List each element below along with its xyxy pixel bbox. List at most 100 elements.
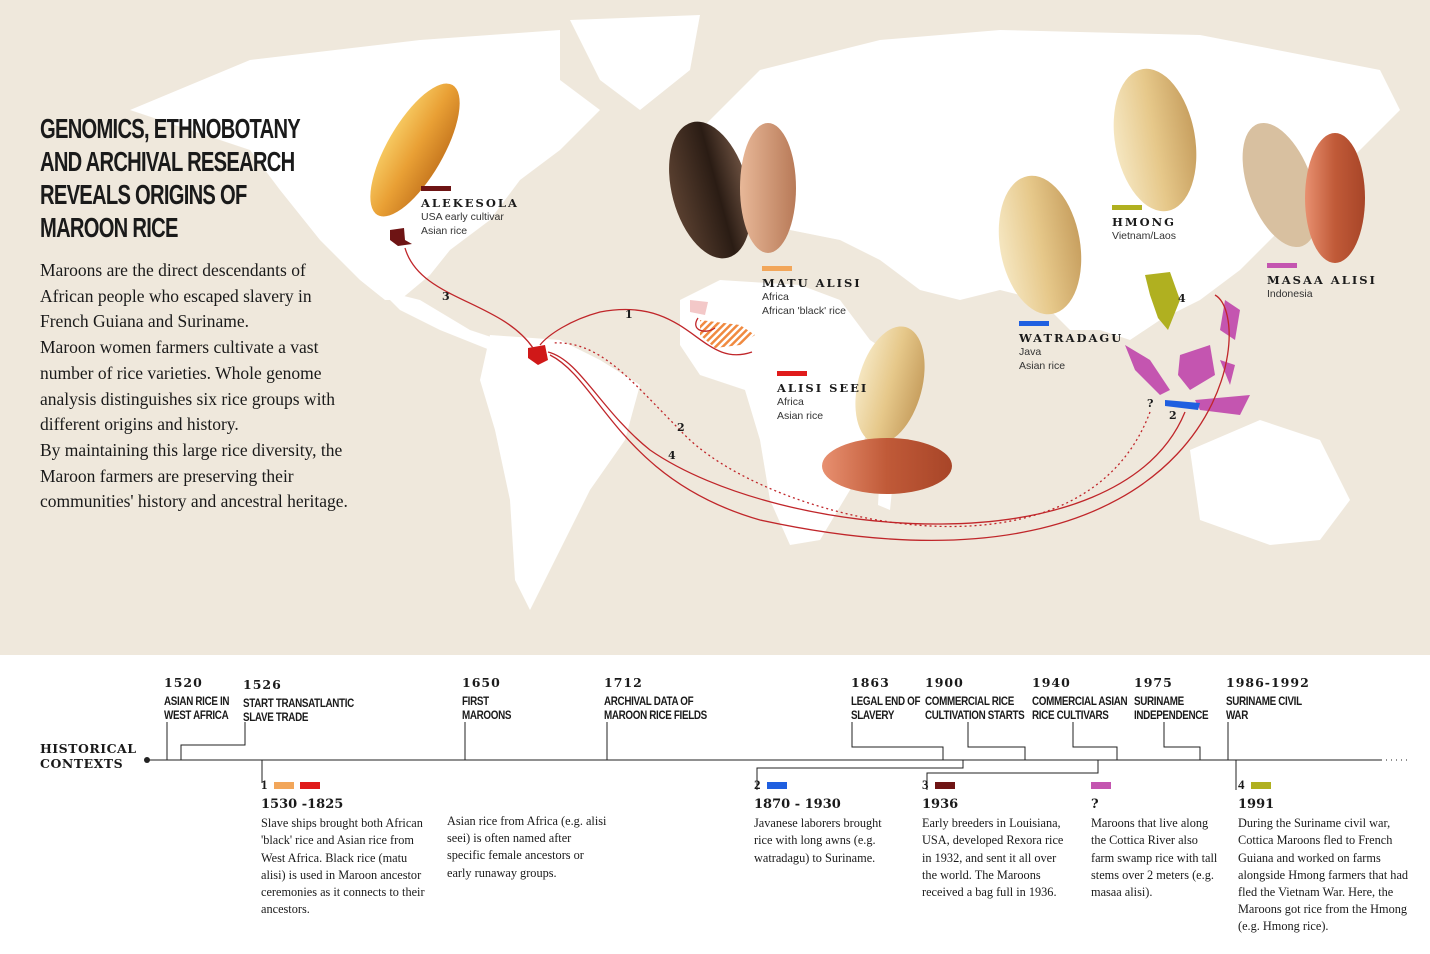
route-1-branch [695, 317, 716, 332]
rice-detail: Asian rice [777, 410, 824, 422]
intro-text: Maroons are the direct descendants of Af… [40, 258, 350, 515]
rice-name: WATRADAGU [1019, 331, 1124, 345]
west-africa-matu-alisi [700, 320, 755, 348]
color-swatch [766, 781, 787, 789]
route-2 [547, 351, 1186, 525]
route-label-2a: 2 [677, 421, 685, 434]
event: 1650 FIRST MAROONS [462, 675, 532, 722]
rice-detail: Java [1019, 346, 1042, 358]
period-note: Asian rice from Africa (e.g. alisi seei)… [447, 813, 607, 882]
java [1165, 400, 1200, 410]
period-year: ? [1091, 797, 1099, 812]
route-label-2b: 2 [1169, 409, 1177, 422]
event-year: 1900 [925, 675, 964, 690]
event: 1520 ASIAN RICE IN WEST AFRICA [164, 675, 254, 722]
rice-grain-illustrations [370, 68, 1365, 494]
south-america [480, 335, 640, 610]
event: 1975 SURINAME INDEPENDENCE [1134, 675, 1244, 722]
timeline-lines [144, 722, 1410, 790]
rice-detail: USA early cultivar [421, 211, 504, 223]
route-number: 3 [922, 777, 929, 793]
west-africa-alisi-seei [690, 300, 708, 315]
grain-hmong [1113, 68, 1197, 212]
color-swatch [1019, 321, 1049, 326]
vietnam [1145, 272, 1180, 330]
route-3 [404, 247, 534, 349]
map-graphic: 3 1 2 4 4 2 ? [130, 15, 1400, 610]
route-label-4a: 4 [668, 449, 676, 462]
event: 1986-1992 SURINAME CIVIL WAR [1226, 675, 1326, 722]
route-label-3: 3 [442, 290, 450, 303]
intro-paragraph: Maroons are the direct descendants of Af… [40, 260, 312, 332]
rice-detail: Africa [762, 291, 789, 303]
event-year: 1526 [243, 677, 282, 692]
color-swatch [299, 781, 320, 789]
event-year: 1520 [164, 675, 203, 690]
event-year: 1863 [851, 675, 890, 690]
event-title: SURINAME INDEPENDENCE [1134, 694, 1209, 722]
route-label-1: 1 [625, 308, 633, 321]
grain-masaa-alisi-husk [1242, 122, 1318, 248]
event-title: ASIAN RICE IN WEST AFRICA [164, 694, 230, 722]
event-title: COMMERCIAL ASIAN RICE CULTIVARS [1032, 694, 1128, 722]
routes [404, 247, 1230, 541]
color-swatch [1267, 263, 1297, 268]
intro-paragraph: By maintaining this large rice diversity… [40, 439, 348, 512]
color-swatch [421, 186, 451, 191]
label-watradagu: WATRADAGU Java Asian rice [1019, 321, 1123, 373]
rice-detail: Vietnam/Laos [1112, 230, 1177, 242]
rice-detail: Indonesia [1267, 288, 1313, 300]
label-alisi-seei: ALISI SEEI Africa Asian rice [777, 371, 868, 423]
event-title: FIRST MAROONS [462, 694, 512, 722]
rice-name: MATU ALISI [762, 276, 862, 290]
period-year: 1936 [922, 797, 959, 812]
period-text: During the Suriname civil war, Cottica M… [1238, 816, 1409, 934]
route-number: 1 [261, 777, 268, 793]
period-text: Asian rice from Africa (e.g. alisi seei)… [447, 814, 607, 880]
event-year: 1712 [604, 675, 643, 690]
grain-alekesola [370, 83, 460, 217]
color-swatch [1250, 781, 1271, 789]
rice-name: HMONG [1112, 215, 1176, 229]
event: 1863 LEGAL END OF SLAVERY [851, 675, 939, 722]
north-america [130, 30, 600, 300]
period-text: Slave ships brought both African 'black'… [261, 816, 425, 917]
event-year: 1975 [1134, 675, 1173, 690]
event-title: LEGAL END OF SLAVERY [851, 694, 921, 722]
louisiana [390, 228, 412, 246]
central-america [380, 290, 500, 350]
grain-alisi-seei-husk [855, 326, 925, 444]
period-2: 2 1870 - 1930 Javanese laborers brought … [754, 777, 894, 867]
rice-name: MASAA ALISI [1267, 273, 1377, 287]
period-masaa: ? Maroons that live along the Cottica Ri… [1091, 777, 1221, 901]
label-hmong: HMONG Vietnam/Laos [1112, 205, 1176, 243]
timeline: HISTORICAL CONTEXTS 1520 ASIAN RICE IN WE… [0, 655, 1430, 954]
period-text: Javanese laborers brought rice with long… [754, 816, 882, 865]
color-swatch [762, 266, 792, 271]
period-year: 1530 -1825 [261, 797, 344, 812]
rice-detail: Asian rice [421, 225, 468, 237]
event: 1712 ARCHIVAL DATA OF MAROON RICE FIELDS [604, 675, 744, 722]
australia [1190, 420, 1350, 545]
event: 1900 COMMERCIAL RICE CULTIVATION STARTS [925, 675, 1053, 722]
event-year: 1986-1992 [1226, 675, 1310, 690]
label-matu-alisi: MATU ALISI Africa African 'black' rice [762, 266, 862, 318]
grain-matu-alisi-pink [740, 123, 796, 253]
event-year: 1940 [1032, 675, 1071, 690]
timeline-label: HISTORICAL CONTEXTS [40, 741, 137, 771]
grain-matu-alisi-black [669, 121, 751, 259]
page-title: GENOMICS, ETHNOBOTANY AND ARCHIVAL RESEA… [40, 113, 300, 243]
grain-masaa-alisi-red [1305, 133, 1365, 263]
event-title: COMMERCIAL RICE CULTIVATION STARTS [925, 694, 1025, 722]
period-4: 4 1991 During the Suriname civil war, Co… [1238, 777, 1413, 936]
period-text: Maroons that live along the Cottica Rive… [1091, 816, 1218, 900]
event: 1940 COMMERCIAL ASIAN RICE CULTIVARS [1032, 675, 1154, 722]
rice-detail: African 'black' rice [762, 305, 846, 317]
event-title: START TRANSATLANTIC SLAVE TRADE [243, 696, 354, 724]
label-masaa-alisi: MASAA ALISI Indonesia [1267, 263, 1377, 301]
intro-paragraph: Maroon women farmers cultivate a vast nu… [40, 337, 336, 435]
event-year: 1650 [462, 675, 501, 690]
route-number: 4 [1238, 777, 1245, 793]
grain-alisi-seei-red [822, 438, 952, 494]
period-text: Early breeders in Louisiana, USA, develo… [922, 816, 1064, 900]
